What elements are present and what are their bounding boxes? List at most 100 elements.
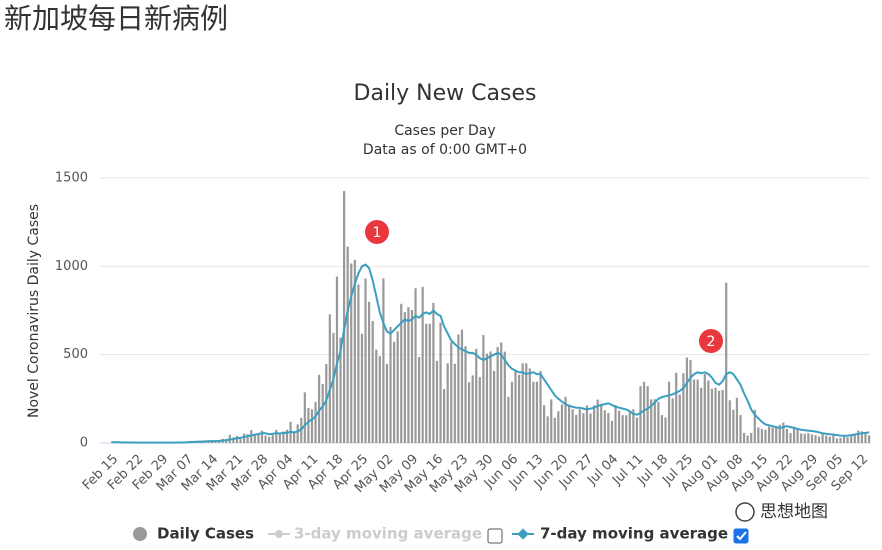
bar	[425, 323, 428, 443]
bar	[639, 386, 642, 443]
bar	[332, 332, 335, 443]
bar	[660, 415, 664, 443]
bar	[807, 433, 810, 443]
bar	[792, 426, 796, 443]
legend-label: Daily Cases	[157, 525, 254, 543]
bar	[589, 413, 592, 443]
bar	[364, 278, 367, 443]
bar	[764, 429, 767, 443]
bar	[385, 364, 389, 443]
bar	[239, 438, 242, 443]
bar	[310, 409, 314, 443]
bar	[407, 307, 410, 443]
bar	[828, 436, 831, 443]
bar	[617, 410, 621, 443]
bar	[625, 415, 628, 443]
bar	[478, 377, 481, 443]
bar	[318, 374, 321, 443]
legend-label: 3-day moving average	[294, 525, 482, 543]
watermark-icon	[735, 502, 755, 522]
legend-item[interactable]: 3-day moving average	[268, 525, 482, 543]
bar	[532, 381, 535, 443]
bar	[464, 346, 467, 443]
bar	[671, 398, 674, 443]
bar	[268, 436, 271, 443]
bar	[664, 417, 667, 443]
legend-symbol	[517, 528, 529, 540]
bar	[514, 371, 517, 443]
bar	[403, 312, 406, 443]
legend-symbol	[133, 527, 147, 541]
bar	[728, 400, 731, 443]
bar	[296, 424, 299, 443]
bar	[321, 383, 324, 443]
bar	[632, 409, 635, 443]
bar	[739, 415, 742, 443]
bar	[567, 404, 571, 443]
bar	[510, 381, 514, 443]
bar	[314, 401, 317, 443]
bar	[614, 405, 617, 443]
bar	[757, 427, 760, 443]
bar	[750, 432, 753, 443]
bar	[564, 396, 567, 443]
legend-item[interactable]: Daily Cases	[133, 525, 254, 543]
bar	[685, 357, 689, 443]
y-tick-label: 1000	[55, 259, 88, 274]
bar	[428, 323, 431, 443]
bar	[500, 342, 503, 443]
bar	[717, 390, 721, 443]
bar	[339, 337, 342, 443]
bar	[635, 417, 639, 443]
bar	[600, 405, 603, 443]
bar	[778, 424, 781, 443]
bar	[235, 435, 239, 443]
bar	[485, 353, 489, 443]
checkbox[interactable]	[733, 528, 749, 544]
bar	[378, 356, 381, 443]
bar	[368, 301, 371, 443]
bar	[667, 381, 671, 443]
bar	[710, 388, 714, 443]
bar	[210, 441, 214, 443]
bar	[850, 436, 853, 443]
legend-item[interactable]: 7-day moving average	[512, 525, 728, 543]
chart-title: Daily New Cases	[354, 81, 537, 106]
bar	[439, 322, 442, 443]
checkbox[interactable]	[487, 528, 503, 544]
bar	[546, 416, 549, 443]
bar	[271, 434, 274, 443]
bar	[621, 415, 624, 443]
bar	[832, 435, 835, 443]
bar	[507, 396, 510, 443]
bar	[703, 374, 706, 443]
bar	[475, 348, 478, 443]
chart-subtitle: Data as of 0:00 GMT+0	[363, 142, 527, 158]
annotation-label: 2	[707, 334, 716, 350]
bar	[557, 411, 560, 443]
bar	[700, 387, 703, 443]
bar	[257, 434, 260, 443]
bar	[350, 263, 353, 443]
y-tick-label: 500	[63, 347, 88, 362]
bar	[760, 429, 764, 443]
bar	[821, 433, 824, 443]
bar	[503, 351, 506, 443]
bar	[839, 437, 842, 443]
bar	[642, 381, 646, 443]
bar	[696, 379, 699, 443]
page-title: 新加坡每日新病例	[4, 2, 228, 35]
bar	[646, 386, 649, 443]
bar	[592, 405, 596, 443]
bar	[285, 429, 289, 443]
bar	[653, 399, 656, 443]
bar	[789, 433, 792, 443]
bar	[817, 436, 821, 443]
bar	[771, 427, 774, 443]
bar	[253, 433, 256, 443]
bar	[453, 363, 456, 443]
legend-symbol	[275, 530, 283, 538]
bar	[435, 360, 439, 443]
bar	[732, 409, 735, 443]
bar	[421, 286, 424, 443]
